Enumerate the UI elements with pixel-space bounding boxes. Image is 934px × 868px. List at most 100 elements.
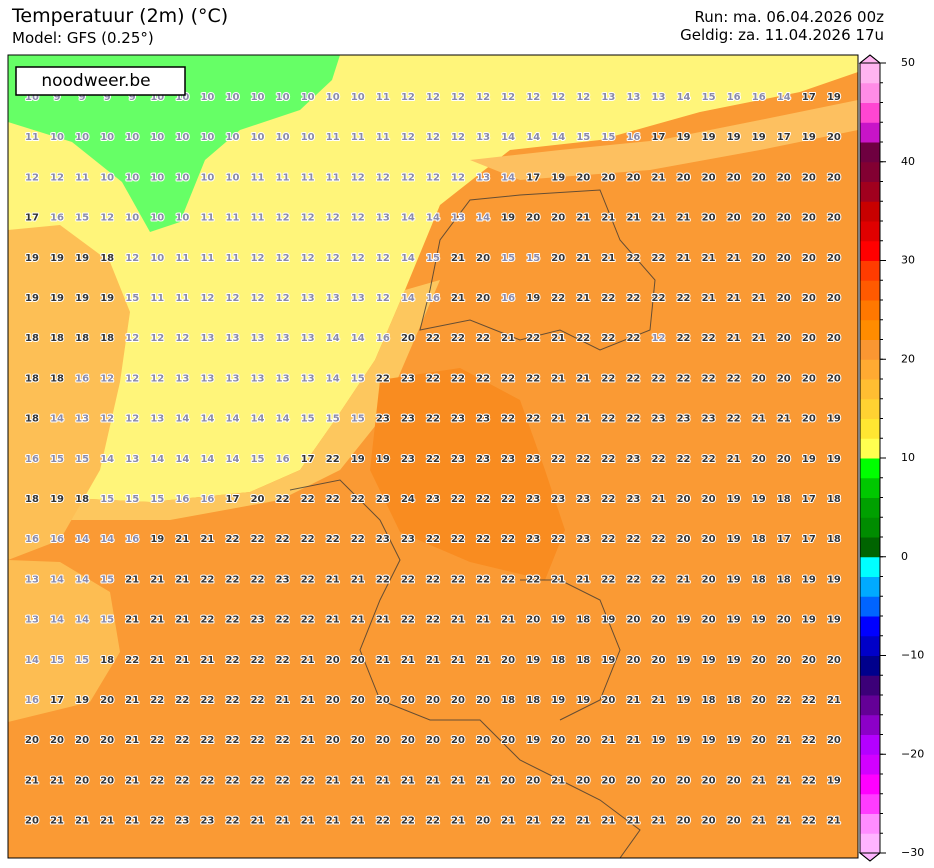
temperature-value: 20 xyxy=(626,775,640,786)
temperature-value: 19 xyxy=(727,132,741,143)
temperature-value: 22 xyxy=(200,775,214,786)
temperature-value: 19 xyxy=(727,534,741,545)
temperature-value: 20 xyxy=(75,735,89,746)
colorbar-bin xyxy=(860,300,880,321)
temperature-value: 12 xyxy=(426,132,440,143)
temperature-value: 22 xyxy=(251,735,265,746)
temperature-value: 10 xyxy=(351,92,365,103)
temperature-value: 20 xyxy=(752,213,766,224)
temperature-value: 20 xyxy=(376,735,390,746)
temperature-value: 16 xyxy=(276,454,290,465)
temperature-value: 21 xyxy=(576,373,590,384)
temperature-value: 21 xyxy=(777,735,791,746)
temperature-value: 20 xyxy=(777,172,791,183)
temperature-value: 21 xyxy=(501,333,515,344)
temperature-value: 19 xyxy=(827,615,841,626)
temperature-value: 19 xyxy=(752,494,766,505)
colorbar-bin xyxy=(860,774,880,795)
temperature-value: 22 xyxy=(626,333,640,344)
temperature-value: 22 xyxy=(501,574,515,585)
temperature-value: 22 xyxy=(451,494,465,505)
temperature-value: 22 xyxy=(601,293,615,304)
colorbar-bin xyxy=(860,82,880,103)
temperature-value: 16 xyxy=(25,534,39,545)
temperature-value: 14 xyxy=(276,414,290,425)
temperature-value: 21 xyxy=(301,816,315,827)
temperature-value: 12 xyxy=(451,132,465,143)
temperature-value: 21 xyxy=(175,574,189,585)
temperature-value: 20 xyxy=(401,333,415,344)
temperature-value: 20 xyxy=(652,655,666,666)
temperature-value: 18 xyxy=(526,695,540,706)
temperature-value: 15 xyxy=(426,253,440,264)
temperature-value: 21 xyxy=(551,574,565,585)
temperature-value: 23 xyxy=(376,534,390,545)
temperature-value: 21 xyxy=(125,615,139,626)
temperature-value: 19 xyxy=(526,293,540,304)
temperature-value: 21 xyxy=(752,293,766,304)
temperature-value: 22 xyxy=(551,534,565,545)
temperature-value: 19 xyxy=(727,615,741,626)
temperature-value: 15 xyxy=(326,414,340,425)
temperature-value: 21 xyxy=(626,816,640,827)
temperature-value: 21 xyxy=(451,775,465,786)
temperature-value: 20 xyxy=(351,695,365,706)
temperature-value: 20 xyxy=(677,534,691,545)
temperature-value: 19 xyxy=(100,293,114,304)
colorbar-tick-label: −10 xyxy=(901,649,924,662)
temperature-value: 22 xyxy=(802,816,816,827)
temperature-value: 18 xyxy=(75,494,89,505)
temperature-value: 10 xyxy=(175,213,189,224)
temperature-value: 22 xyxy=(200,735,214,746)
temperature-value: 21 xyxy=(576,574,590,585)
temperature-value: 20 xyxy=(677,816,691,827)
temperature-value: 22 xyxy=(226,655,240,666)
temperature-value: 19 xyxy=(702,655,716,666)
temperature-value: 14 xyxy=(777,92,791,103)
temperature-value: 20 xyxy=(752,373,766,384)
temperature-value: 21 xyxy=(626,735,640,746)
temperature-value: 22 xyxy=(401,615,415,626)
temperature-value: 22 xyxy=(677,333,691,344)
temperature-value: 21 xyxy=(601,735,615,746)
temperature-value: 21 xyxy=(326,775,340,786)
temperature-value: 17 xyxy=(802,534,816,545)
temperature-value: 12 xyxy=(652,333,666,344)
temperature-value: 20 xyxy=(777,454,791,465)
temperature-value: 12 xyxy=(226,293,240,304)
temperature-value: 23 xyxy=(376,494,390,505)
temperature-value: 23 xyxy=(652,414,666,425)
temperature-value: 22 xyxy=(501,373,515,384)
temperature-value: 21 xyxy=(401,775,415,786)
temperature-value: 22 xyxy=(426,816,440,827)
temperature-value: 20 xyxy=(50,735,64,746)
borders xyxy=(289,189,656,858)
temperature-value: 17 xyxy=(777,132,791,143)
temperature-value: 21 xyxy=(551,333,565,344)
temperature-value: 20 xyxy=(777,213,791,224)
temperature-value: 9 xyxy=(129,92,136,103)
temperature-value: 14 xyxy=(501,172,515,183)
temperature-value: 14 xyxy=(100,534,114,545)
temperature-value: 14 xyxy=(100,454,114,465)
temperature-value: 22 xyxy=(601,534,615,545)
temperature-value: 12 xyxy=(426,92,440,103)
temperature-value: 19 xyxy=(802,454,816,465)
temperature-value: 12 xyxy=(451,172,465,183)
temperature-value: 20 xyxy=(677,494,691,505)
temperature-value: 16 xyxy=(727,92,741,103)
temperature-value: 19 xyxy=(677,695,691,706)
temperature-value: 22 xyxy=(626,534,640,545)
temperature-value: 20 xyxy=(576,735,590,746)
temperature-value: 21 xyxy=(702,293,716,304)
temperature-value: 20 xyxy=(652,615,666,626)
temperature-value: 22 xyxy=(526,574,540,585)
temperature-value: 22 xyxy=(551,816,565,827)
temperature-value: 21 xyxy=(50,816,64,827)
temperature-value: 22 xyxy=(251,574,265,585)
temperature-value: 12 xyxy=(276,293,290,304)
temperature-value: 18 xyxy=(576,615,590,626)
temperature-value: 21 xyxy=(100,816,114,827)
temperature-value: 20 xyxy=(626,172,640,183)
temperature-value: 13 xyxy=(476,132,490,143)
